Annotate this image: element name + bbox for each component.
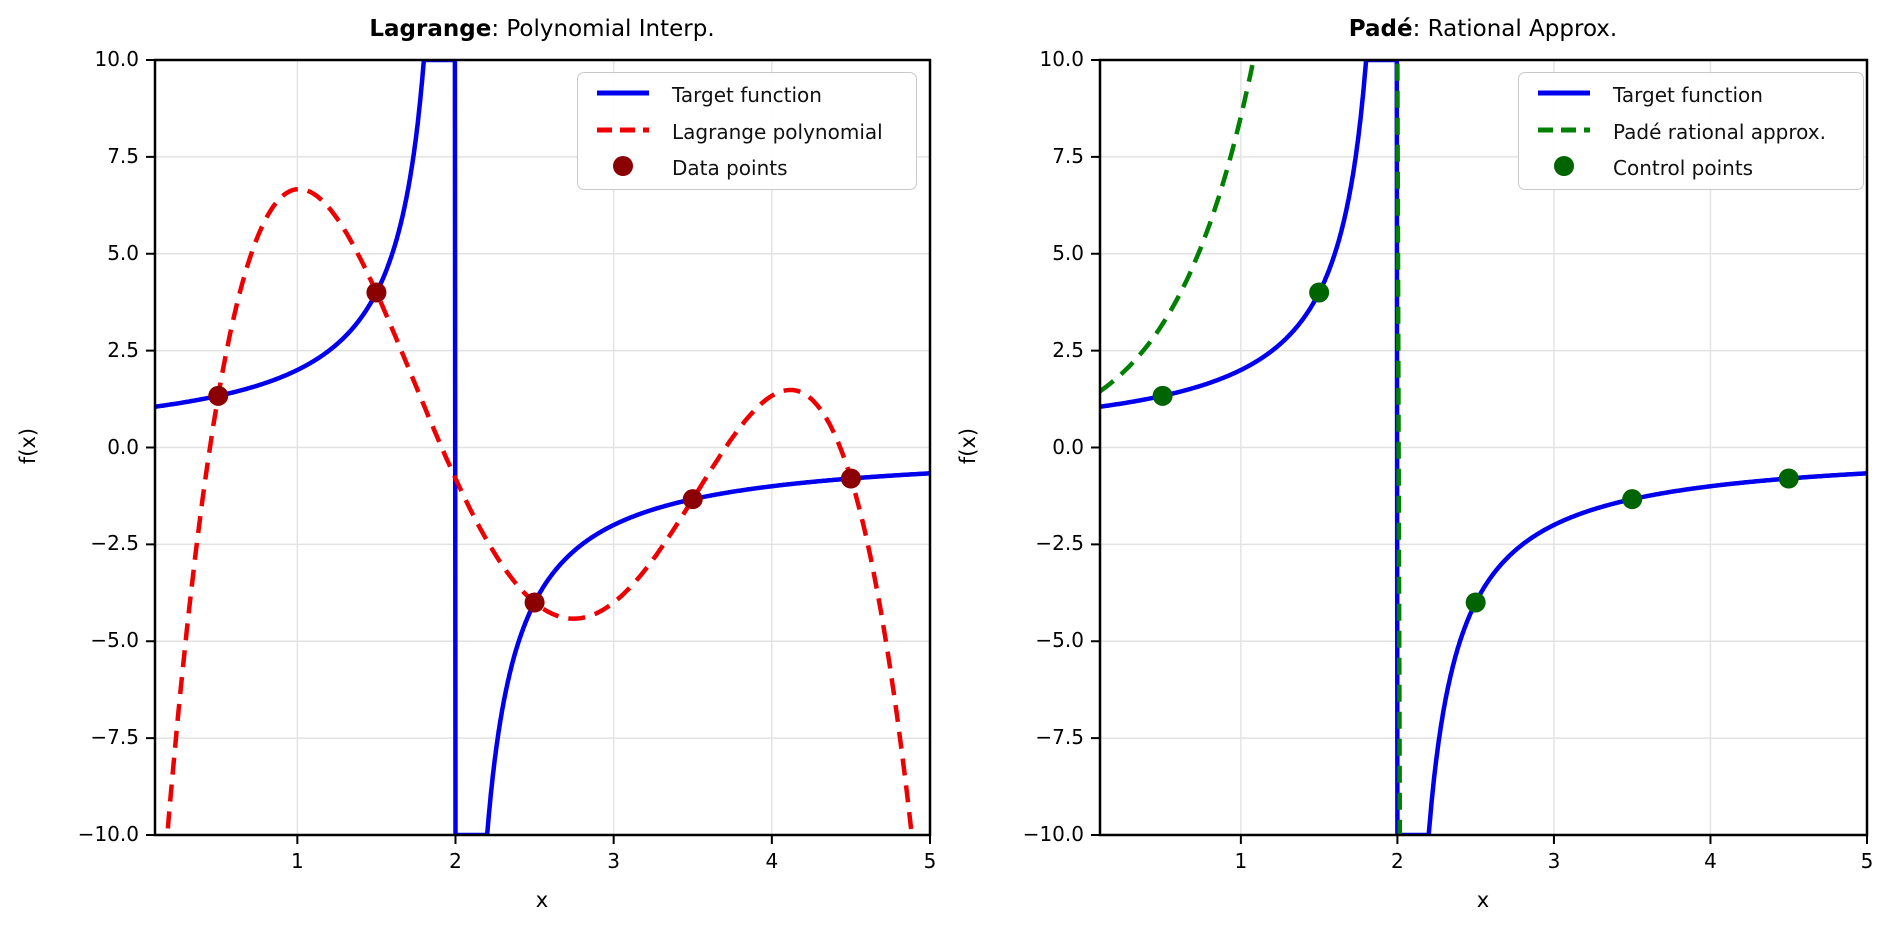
- right-data-point: [1622, 489, 1643, 510]
- x-tick-label: 4: [1704, 849, 1717, 873]
- legend-dot-icon: [613, 156, 633, 176]
- left-data-point: [682, 489, 703, 510]
- left-panel-title: Lagrange: Polynomial Interp.: [222, 16, 862, 42]
- y-tick-label: 0.0: [1052, 434, 1084, 459]
- right-panel-title: Padé: Rational Approx.: [1163, 16, 1803, 42]
- left-legend: Target function Lagrange polynomial Data p…: [577, 72, 917, 190]
- right-series-pad-rational-approx-: [1100, 60, 1403, 835]
- y-tick-label: 5.0: [107, 240, 139, 265]
- left-data-point: [208, 385, 229, 406]
- x-tick-label: 2: [1391, 849, 1404, 873]
- y-tick-label: 5.0: [1052, 240, 1084, 265]
- legend-label: Data points: [672, 156, 788, 180]
- right-title-bold: Padé: [1348, 16, 1413, 42]
- legend-item: Target function: [1519, 77, 1863, 113]
- y-tick-label: −2.5: [90, 531, 139, 556]
- legend-label: Padé rational approx.: [1613, 119, 1826, 144]
- left-title-bold: Lagrange: [369, 16, 492, 42]
- left-y-axis-label: f(x): [16, 427, 40, 465]
- right-series-target-function: [1100, 60, 1867, 835]
- left-plot-area: [146, 58, 932, 844]
- legend-item: Lagrange polynomial: [578, 114, 916, 150]
- left-data-point: [366, 282, 387, 303]
- y-tick-label: 2.5: [107, 337, 139, 362]
- legend-label: Target function: [672, 83, 822, 107]
- left-series-target-function: [155, 60, 930, 835]
- left-x-axis-label: x: [535, 888, 549, 912]
- right-x-axis-label: x: [1476, 888, 1490, 912]
- right-data-point: [1152, 385, 1173, 406]
- y-tick-label: 7.5: [1052, 143, 1084, 168]
- left-data-point: [840, 468, 861, 489]
- y-tick-label: 10.0: [1039, 47, 1084, 71]
- y-tick-label: −10.0: [77, 822, 139, 846]
- y-tick-label: −5.0: [90, 628, 139, 653]
- legend-item: Padé rational approx.: [1519, 114, 1863, 150]
- legend-dot-icon: [1554, 156, 1574, 176]
- right-data-point: [1778, 468, 1799, 489]
- x-tick-label: 1: [290, 849, 304, 873]
- legend-label: Target function: [1613, 83, 1763, 107]
- y-tick-label: −2.5: [1035, 531, 1084, 556]
- x-tick-label: 4: [765, 849, 779, 873]
- y-tick-label: 0.0: [107, 434, 139, 459]
- right-y-axis-label: f(x): [956, 427, 980, 465]
- right-legend: Target function Padé rational approx. Cont…: [1518, 72, 1864, 190]
- x-tick-label: 2: [449, 849, 462, 873]
- x-tick-label: 3: [1547, 849, 1561, 873]
- y-tick-label: 2.5: [1052, 337, 1084, 362]
- legend-label: Lagrange polynomial: [672, 119, 883, 144]
- y-tick-label: −7.5: [1035, 725, 1084, 750]
- left-title-rest: : Polynomial Interp.: [491, 16, 715, 42]
- legend-item: Target function: [578, 77, 916, 113]
- y-tick-label: −5.0: [1035, 628, 1084, 653]
- x-tick-label: 3: [607, 849, 621, 873]
- right-data-point: [1309, 282, 1330, 303]
- y-tick-label: −10.0: [1022, 822, 1084, 846]
- x-tick-label: 5: [923, 849, 937, 873]
- y-tick-label: −7.5: [90, 725, 139, 750]
- y-tick-label: 7.5: [107, 143, 139, 168]
- legend-item: Control points: [1519, 150, 1863, 186]
- y-tick-label: 10.0: [94, 47, 139, 71]
- right-data-point: [1465, 592, 1486, 613]
- right-plot-area: [1091, 58, 1869, 844]
- left-series-lagrange-polynomial: [165, 186, 915, 835]
- legend-label: Control points: [1613, 156, 1754, 180]
- right-title-rest: : Rational Approx.: [1412, 16, 1618, 42]
- legend-item: Data points: [578, 150, 916, 186]
- x-tick-label: 1: [1234, 849, 1248, 873]
- left-data-point: [524, 592, 545, 613]
- x-tick-label: 5: [1860, 849, 1874, 873]
